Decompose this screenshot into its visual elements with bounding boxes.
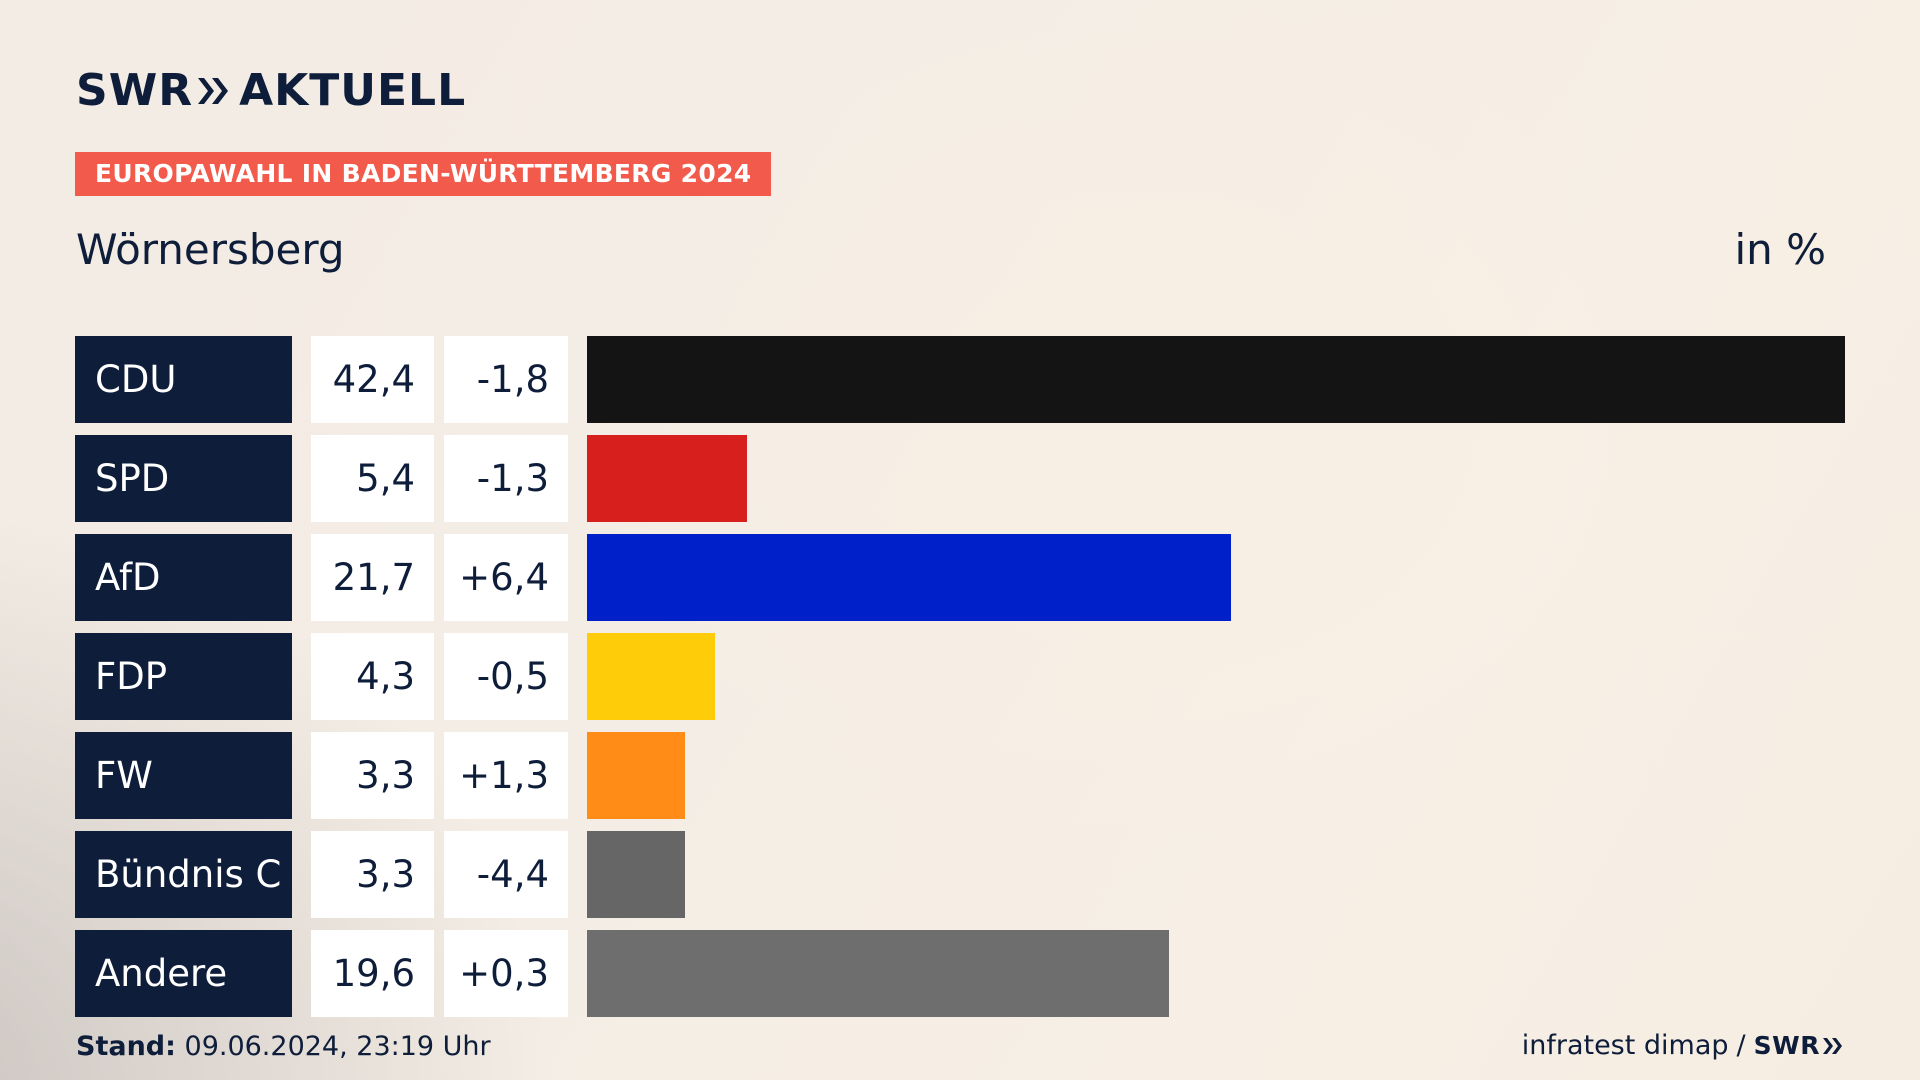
chart-row: AfD 21,7 +6,4 [75,534,1845,621]
party-label: SPD [75,435,292,522]
chart-row: CDU 42,4 -1,8 [75,336,1845,423]
double-chevron-small-icon [1823,1038,1842,1054]
result-bar [587,435,747,522]
vote-share-label: 5,4 [311,435,434,522]
result-bar [587,336,1845,423]
change-label: -0,5 [444,633,568,720]
election-tag: EUROPAWAHL IN BADEN-WÜRTTEMBERG 2024 [75,152,772,196]
party-label: Andere [75,930,292,1017]
change-label: +6,4 [444,534,568,621]
source-brand: SWR [1753,1031,1820,1060]
swr-aktuell-logo: SWR AKTUELL [76,66,466,116]
change-label: -4,4 [444,831,568,918]
result-bar [587,930,1169,1017]
result-bar [587,831,685,918]
chart-row: Andere 19,6 +0,3 [75,930,1845,1017]
party-label: Bündnis C [75,831,292,918]
party-label: FDP [75,633,292,720]
party-label: FW [75,732,292,819]
change-label: -1,8 [444,336,568,423]
party-label: AfD [75,534,292,621]
chart-row: SPD 5,4 -1,3 [75,435,1845,522]
source-separator: / [1736,1030,1746,1061]
double-chevron-icon [198,78,229,104]
page-title: Wörnersberg [76,225,345,274]
timestamp-label: Stand: [76,1031,176,1062]
vote-share-label: 19,6 [311,930,434,1017]
result-bar [587,534,1231,621]
chart-row: FDP 4,3 -0,5 [75,633,1845,720]
timestamp-value: 09.06.2024, 23:19 Uhr [184,1031,491,1062]
vote-share-label: 21,7 [311,534,434,621]
logo-aktuell-text: AKTUELL [239,65,467,116]
result-bar [587,732,685,819]
timestamp: Stand: 09.06.2024, 23:19 Uhr [76,1029,491,1065]
logo-swr-text: SWR [76,65,194,116]
change-label: +0,3 [444,930,568,1017]
chart-row: FW 3,3 +1,3 [75,732,1845,819]
party-label: CDU [75,336,292,423]
source-name: infratest dimap [1521,1030,1729,1061]
change-label: -1,3 [444,435,568,522]
vote-share-label: 3,3 [311,831,434,918]
vote-share-label: 42,4 [311,336,434,423]
chart-row: Bündnis C 3,3 -4,4 [75,831,1845,918]
result-bar [587,633,715,720]
change-label: +1,3 [444,732,568,819]
source-credit: infratest dimap / SWR [1522,1028,1844,1064]
unit-label: in % [1734,225,1826,274]
vote-share-label: 3,3 [311,732,434,819]
vote-share-label: 4,3 [311,633,434,720]
